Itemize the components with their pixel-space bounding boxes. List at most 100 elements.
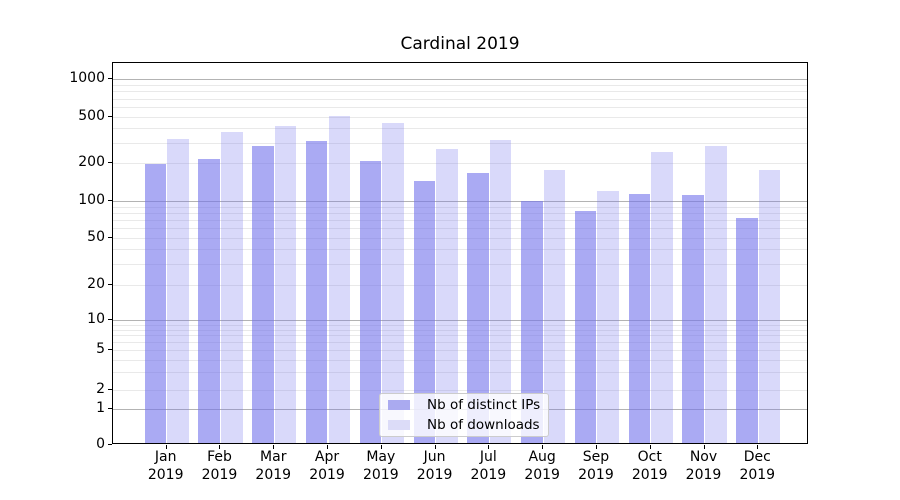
x-tick-mark	[488, 445, 490, 449]
bar-downloads-jun	[436, 148, 458, 443]
x-tick-label: Jan 2019	[147, 449, 184, 483]
y-tick-label: 10	[87, 311, 105, 327]
minor-gridline	[113, 350, 807, 351]
bar-distinct-ips-mar	[252, 145, 274, 443]
minor-gridline	[113, 372, 807, 374]
legend-item-distinct-ips: Nb of distinct IPs	[388, 395, 540, 415]
minor-gridline	[113, 142, 807, 144]
legend-label-downloads: Nb of downloads	[427, 417, 540, 433]
major-gridline	[113, 320, 807, 321]
bar-downloads-jan	[167, 139, 189, 443]
minor-gridline	[113, 84, 807, 86]
bar-distinct-ips-sep	[574, 210, 597, 443]
y-tick-label: 1000	[69, 70, 105, 86]
bar-downloads-jul	[489, 139, 512, 443]
legend-label-distinct-ips: Nb of distinct IPs	[427, 397, 541, 413]
major-gridline	[113, 79, 807, 80]
x-tick-label: Oct 2019	[631, 449, 668, 483]
y-tick-label: 500	[78, 108, 105, 124]
x-tick-mark	[757, 445, 759, 449]
x-tick-label: Jul 2019	[470, 449, 507, 483]
x-tick-label: Dec 2019	[739, 449, 776, 483]
minor-gridline	[113, 285, 807, 286]
y-tick-label: 0	[96, 436, 105, 452]
y-tick-mark	[108, 349, 112, 350]
y-tick-label: 20	[87, 276, 105, 292]
bar-distinct-ips-dec	[736, 218, 758, 443]
x-tick-mark	[703, 445, 705, 449]
bar-distinct-ips-aug	[521, 200, 543, 443]
legend-swatch-downloads	[388, 420, 410, 430]
minor-gridline	[113, 264, 807, 266]
x-tick-mark	[542, 445, 544, 449]
x-tick-mark	[165, 445, 167, 449]
bar-distinct-ips-jun	[413, 180, 436, 443]
x-tick-mark	[219, 445, 221, 449]
bar-downloads-apr	[328, 116, 351, 443]
bar-downloads-may	[382, 123, 404, 443]
minor-gridline	[113, 238, 807, 239]
x-tick-label: Mar 2019	[255, 449, 292, 483]
y-tick-label: 1	[96, 400, 105, 416]
bar-downloads-oct	[651, 151, 673, 443]
x-tick-label: Sep 2019	[578, 449, 614, 483]
x-tick-mark	[649, 445, 651, 449]
bar-distinct-ips-may	[359, 161, 382, 443]
x-tick-label: Apr 2019	[309, 449, 345, 483]
y-tick-label: 50	[87, 229, 105, 245]
minor-gridline	[113, 335, 807, 337]
x-tick-label: Feb 2019	[201, 449, 238, 483]
minor-gridline	[113, 228, 807, 230]
bar-downloads-sep	[597, 191, 619, 443]
y-tick-mark	[108, 162, 112, 163]
bar-distinct-ips-apr	[305, 140, 328, 443]
x-tick-mark	[595, 445, 597, 449]
minor-gridline	[113, 220, 807, 222]
minor-gridline	[113, 324, 807, 326]
major-gridline	[113, 201, 807, 202]
minor-gridline	[113, 206, 807, 208]
x-tick-label: Nov 2019	[685, 449, 722, 483]
bar-distinct-ips-jul	[467, 173, 489, 443]
minor-gridline	[113, 163, 807, 164]
minor-gridline	[113, 390, 807, 391]
minor-gridline	[113, 249, 807, 251]
x-tick-mark	[434, 445, 436, 449]
y-tick-mark	[108, 444, 112, 445]
minor-gridline	[113, 91, 807, 93]
x-tick-label: May 2019	[362, 449, 399, 483]
bar-downloads-nov	[705, 145, 727, 443]
plot-area: Nb of distinct IPs Nb of downloads	[112, 62, 808, 444]
bar-downloads-feb	[221, 132, 243, 443]
minor-gridline	[113, 212, 807, 214]
legend: Nb of distinct IPs Nb of downloads	[379, 393, 550, 437]
x-tick-label: Jun 2019	[416, 449, 453, 483]
y-tick-label: 100	[78, 192, 105, 208]
y-tick-label: 2	[96, 381, 105, 397]
bar-distinct-ips-nov	[682, 194, 704, 443]
bar-distinct-ips-jan	[144, 163, 167, 443]
y-tick-mark	[108, 200, 112, 201]
y-tick-mark	[108, 319, 112, 320]
x-tick-label: Aug 2019	[524, 449, 560, 483]
y-tick-mark	[108, 237, 112, 238]
minor-gridline	[113, 128, 807, 130]
chart-title: Cardinal 2019	[400, 34, 520, 54]
bar-downloads-dec	[758, 169, 781, 443]
legend-swatch-distinct-ips	[388, 400, 410, 410]
minor-gridline	[113, 342, 807, 344]
bar-downloads-mar	[274, 126, 297, 443]
x-tick-mark	[380, 445, 382, 449]
minor-gridline	[113, 107, 807, 108]
bar-distinct-ips-feb	[198, 158, 220, 443]
minor-gridline	[113, 329, 807, 331]
minor-gridline	[113, 117, 807, 118]
legend-item-downloads: Nb of downloads	[388, 415, 540, 435]
y-tick-label: 5	[96, 341, 105, 357]
minor-gridline	[113, 359, 807, 361]
y-tick-mark	[108, 389, 112, 390]
y-tick-label: 200	[78, 154, 105, 170]
bar-downloads-aug	[543, 169, 566, 443]
y-tick-mark	[108, 116, 112, 117]
